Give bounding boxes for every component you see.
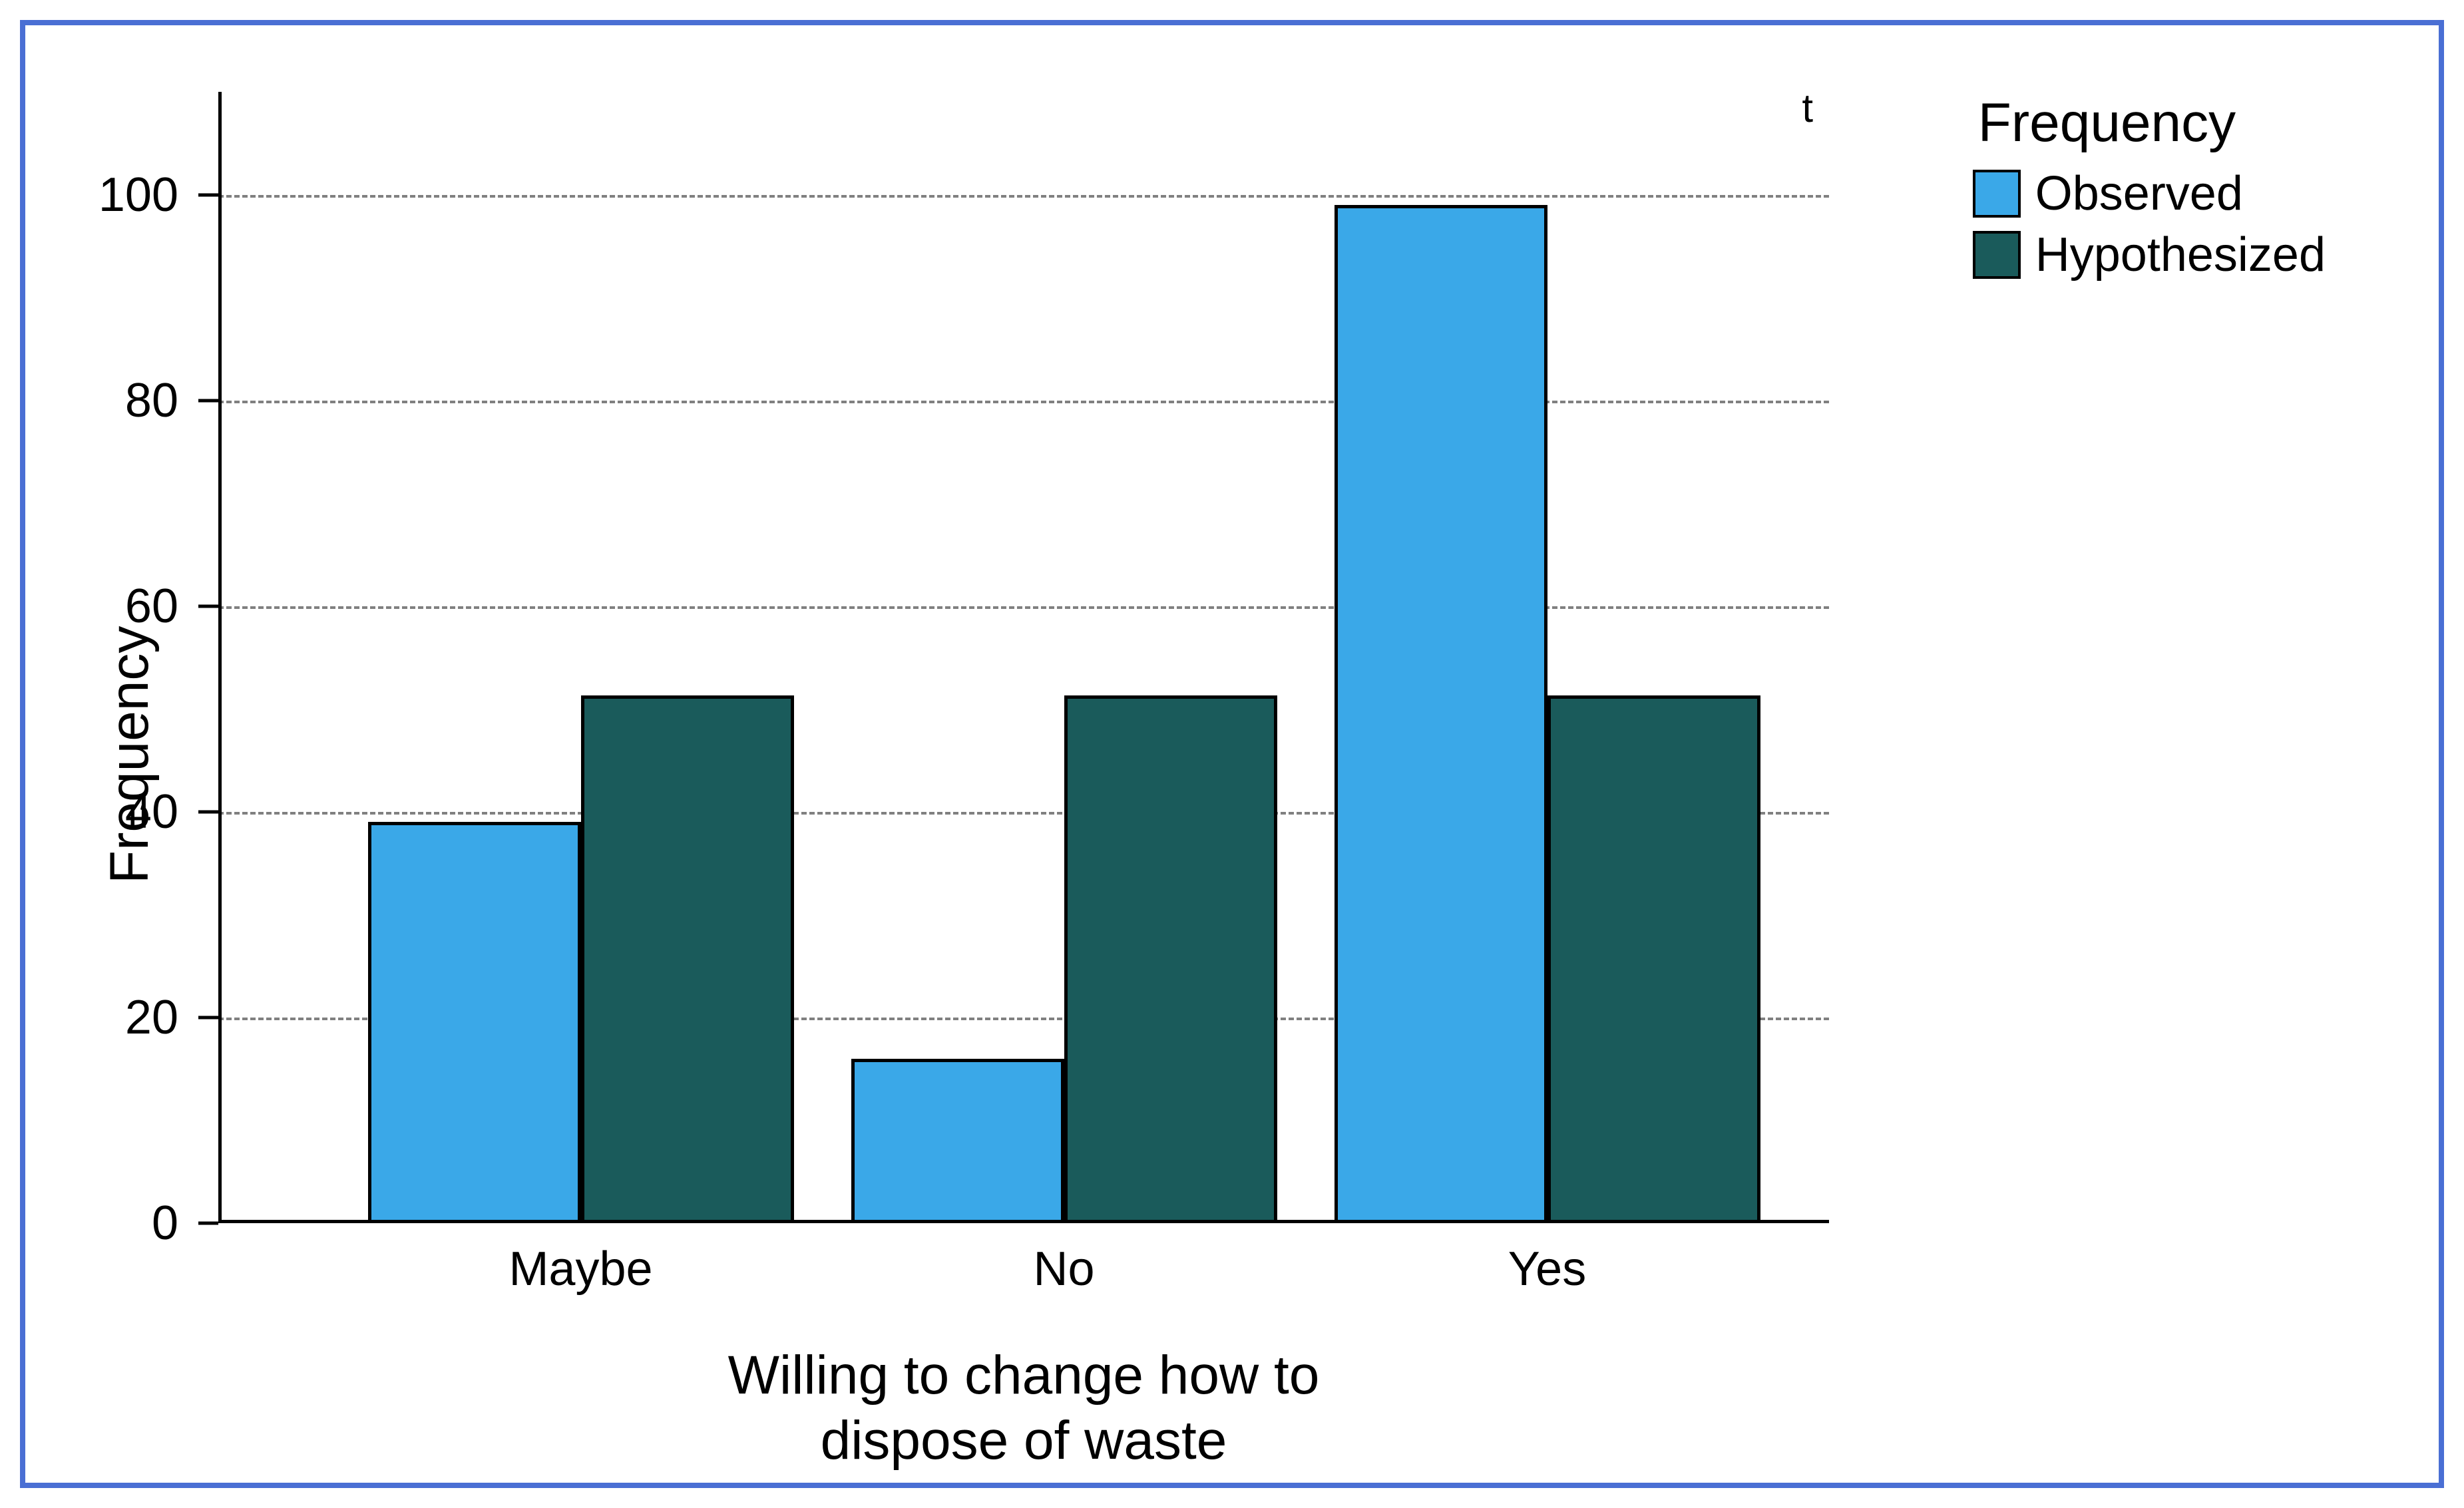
y-tick-mark [198,810,218,813]
legend-item: Hypothesized [1973,228,2326,282]
legend-swatch [1973,170,2021,218]
y-tick-mark [198,399,218,402]
bar-observed [1335,205,1547,1223]
bar-observed [368,822,581,1223]
y-tick-label: 100 [99,168,178,222]
y-tick-mark [198,604,218,608]
x-tick-label: Maybe [509,1242,652,1296]
bar-hypothesized [581,695,794,1223]
legend-label: Hypothesized [2035,228,2326,282]
legend-items: Observed Hypothesized [1973,166,2326,282]
stray-character: t [1802,85,1813,131]
x-axis-line [218,1220,1829,1223]
y-tick-mark [198,1016,218,1019]
legend-swatch [1973,231,2021,279]
legend: Frequency Observed Hypothesized [1973,92,2326,289]
bar-observed [851,1059,1064,1223]
y-tick-mark [198,1222,218,1225]
chart-outer-frame: 020406080100 MaybeNoYes Frequency Willin… [20,20,2444,1488]
y-tick-label: 0 [152,1196,178,1250]
bars-layer [218,92,1829,1223]
y-tick-label: 60 [125,579,178,634]
chart-container: 020406080100 MaybeNoYes Frequency Willin… [45,45,2419,1463]
bar-hypothesized [1064,695,1277,1223]
y-tick-mark [198,193,218,196]
y-axis-line [218,92,222,1223]
plot-area: 020406080100 MaybeNoYes [218,92,1829,1223]
y-tick-label: 80 [125,373,178,428]
legend-title: Frequency [1978,92,2326,154]
bar-hypothesized [1547,695,1760,1223]
y-axis-title: Frequency [99,626,161,884]
legend-label: Observed [2035,166,2243,221]
legend-item: Observed [1973,166,2326,221]
x-tick-label: Yes [1508,1242,1586,1296]
x-axis-title: Willing to change how to dispose of wast… [651,1343,1396,1474]
y-tick-label: 20 [125,990,178,1045]
x-tick-label: No [1033,1242,1094,1296]
